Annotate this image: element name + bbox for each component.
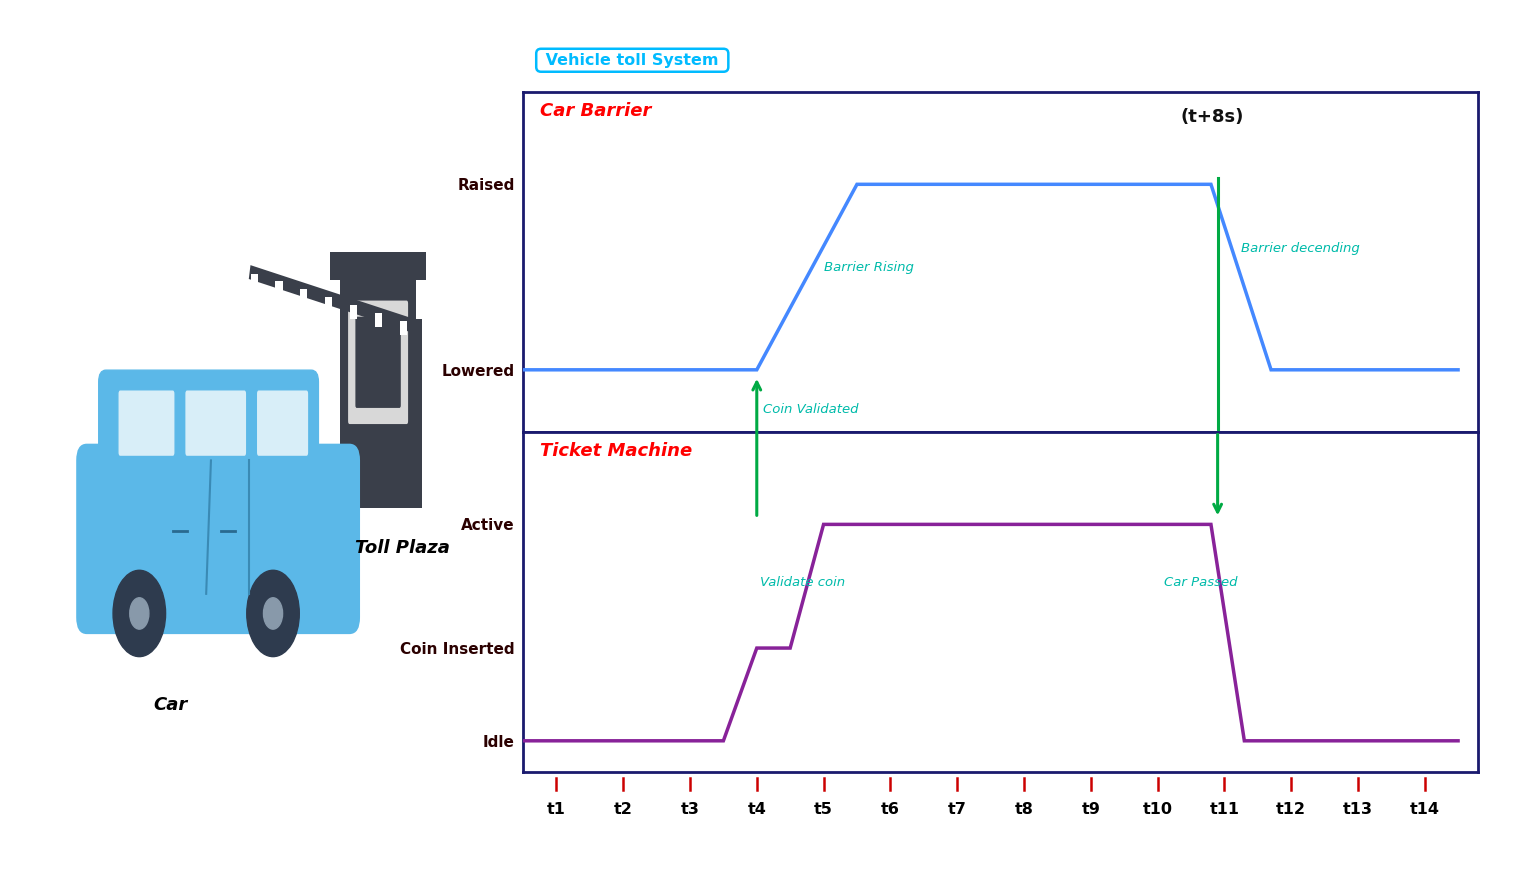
- Text: Barrier decending: Barrier decending: [1242, 242, 1360, 255]
- FancyBboxPatch shape: [411, 319, 421, 508]
- FancyArrow shape: [249, 265, 417, 334]
- Text: Validate coin: Validate coin: [760, 576, 846, 589]
- Text: Car Passed: Car Passed: [1164, 576, 1237, 589]
- Polygon shape: [374, 313, 382, 327]
- Polygon shape: [350, 305, 358, 319]
- FancyBboxPatch shape: [330, 253, 426, 280]
- FancyBboxPatch shape: [340, 272, 417, 508]
- Text: Coin Validated: Coin Validated: [764, 403, 860, 416]
- Polygon shape: [250, 274, 258, 288]
- FancyBboxPatch shape: [118, 390, 176, 457]
- Circle shape: [247, 570, 299, 657]
- FancyBboxPatch shape: [256, 390, 309, 457]
- Polygon shape: [400, 321, 406, 335]
- Circle shape: [114, 570, 165, 657]
- Text: Toll Plaza: Toll Plaza: [355, 539, 449, 557]
- FancyBboxPatch shape: [347, 300, 409, 425]
- FancyBboxPatch shape: [77, 445, 359, 633]
- Text: Car Barrier: Car Barrier: [540, 102, 652, 119]
- Polygon shape: [300, 290, 308, 303]
- Text: (t+8s): (t+8s): [1181, 108, 1245, 126]
- Polygon shape: [324, 297, 332, 311]
- Text: Vehicle toll System: Vehicle toll System: [540, 52, 725, 68]
- Polygon shape: [276, 282, 282, 296]
- Text: Car: Car: [153, 696, 188, 714]
- Text: Barrier Rising: Barrier Rising: [823, 261, 914, 274]
- Circle shape: [130, 598, 149, 630]
- FancyBboxPatch shape: [355, 316, 402, 409]
- FancyBboxPatch shape: [185, 390, 247, 457]
- FancyBboxPatch shape: [99, 370, 318, 480]
- Circle shape: [264, 598, 282, 630]
- Text: Ticket Machine: Ticket Machine: [540, 442, 693, 460]
